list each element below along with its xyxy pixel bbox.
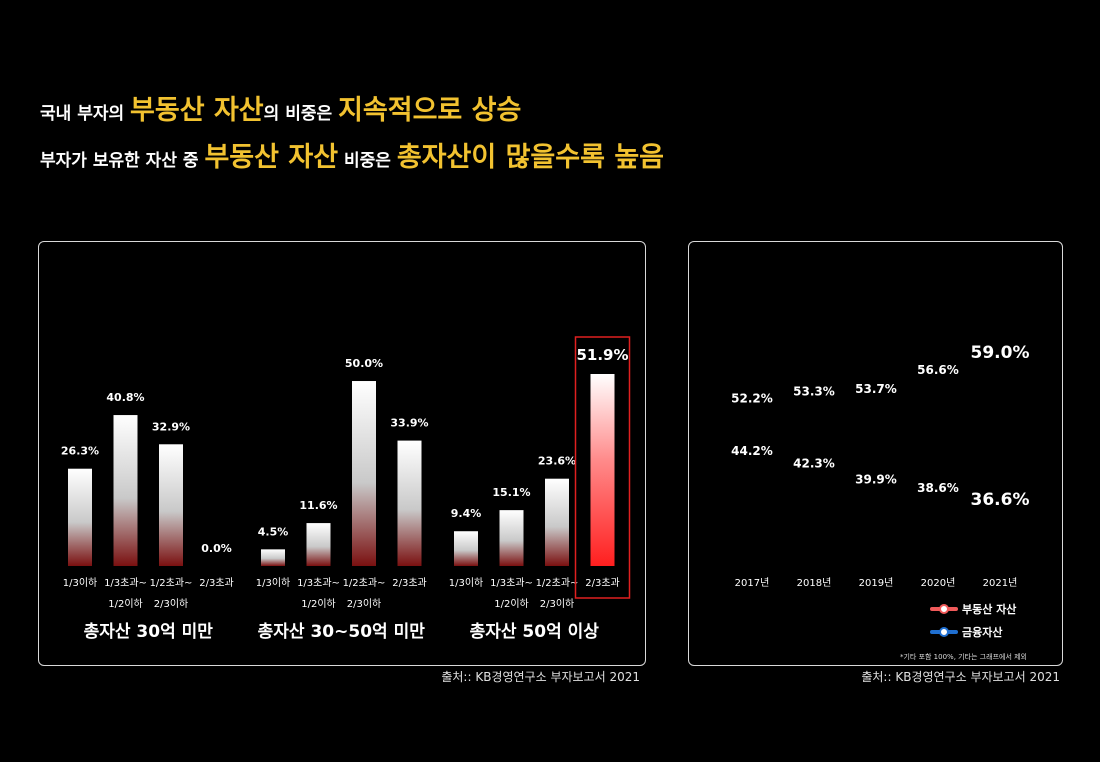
category-tick-label: 1/3이하 <box>63 576 98 589</box>
line-point-label: 44.2% <box>731 444 773 458</box>
category-tick-label: 1/2초과~ <box>536 577 579 589</box>
category-tick-label: 2/3초과 <box>392 577 427 589</box>
bar <box>113 415 138 566</box>
line-point-label: 36.6% <box>971 490 1030 510</box>
headline-segment: 부동산 자산 <box>130 95 264 126</box>
highlight-box <box>574 336 631 599</box>
headline-line-2: 부자가 보유한 자산 중 부동산 자산 비중은 총자산이 많을수록 높음 <box>40 135 664 174</box>
category-tick-label: 2/3이하 <box>540 597 575 610</box>
headline-segment: 부동산 자산 <box>204 142 339 173</box>
bar <box>306 523 331 566</box>
line-point-label: 56.6% <box>917 363 959 377</box>
line-point-label: 53.7% <box>855 382 897 396</box>
bar <box>352 381 376 566</box>
bar <box>499 510 524 566</box>
year-tick-label: 2018년 <box>797 577 832 589</box>
line-point-label: 53.3% <box>793 384 835 398</box>
bar-value-label: 51.9% <box>576 346 628 364</box>
bar-value-label: 4.5% <box>258 525 289 538</box>
line-point-label: 52.2% <box>731 392 773 406</box>
bar-value-label: 26.3% <box>61 445 99 458</box>
year-tick-label: 2017년 <box>735 577 770 589</box>
category-tick-label: 1/2이하 <box>494 597 529 610</box>
category-tick-label: 1/3초과~ <box>297 577 340 589</box>
bar-value-label: 40.8% <box>106 391 144 404</box>
category-tick-label: 2/3초과 <box>585 577 620 589</box>
category-tick-label: 1/3초과~ <box>104 577 147 589</box>
category-tick-label: 1/2이하 <box>301 597 336 610</box>
group-label: 총자산 50억 이상 <box>470 622 600 642</box>
category-tick-label: 1/2이하 <box>108 597 143 610</box>
category-tick-label: 1/2초과~ <box>343 577 386 589</box>
category-tick-label: 1/2초과~ <box>150 577 193 589</box>
line-point-label: 59.0% <box>971 343 1030 363</box>
group-label: 총자산 30억 미만 <box>84 622 214 642</box>
bar-value-label: 9.4% <box>451 507 482 520</box>
line-point-label: 38.6% <box>917 481 959 495</box>
bar-value-label: 23.6% <box>538 455 576 468</box>
category-tick-label: 2/3이하 <box>347 597 382 610</box>
headline-line-1: 국내 부자의 부동산 자산의 비중은 지속적으로 상승 <box>40 88 521 127</box>
source-note-right: 출처:: KB경영연구소 부자보고서 2021 <box>861 670 1060 684</box>
bar-value-label: 33.9% <box>390 417 428 430</box>
legend-label: 금융자산 <box>962 625 1002 639</box>
headline-segment: 비중은 <box>338 151 397 171</box>
line-point-label: 39.9% <box>855 472 897 486</box>
bar <box>68 468 92 566</box>
bar <box>590 374 615 566</box>
bar-value-label: 50.0% <box>345 357 383 370</box>
headline-segment: 의 비중은 <box>263 104 339 124</box>
bar-chart-panel <box>38 241 646 666</box>
bar <box>159 444 183 566</box>
bar <box>397 440 422 566</box>
category-tick-label: 2/3이하 <box>154 597 189 610</box>
source-note-left: 출처:: KB경영연구소 부자보고서 2021 <box>441 670 640 684</box>
line-point-label: 42.3% <box>793 457 835 471</box>
category-tick-label: 1/3초과~ <box>490 577 533 589</box>
year-tick-label: 2021년 <box>983 577 1018 589</box>
headline-segment: 총자산이 많을수록 높음 <box>396 142 665 173</box>
bar-value-label: 11.6% <box>299 499 337 512</box>
legend-label: 부동산 자산 <box>962 602 1016 616</box>
bar <box>261 549 285 566</box>
headline-segment: 국내 부자의 <box>40 104 131 124</box>
footnote: *기타 포함 100%, 기타는 그래프에서 제외 <box>900 652 1027 661</box>
bar <box>545 478 569 566</box>
bar-value-label: 0.0% <box>201 542 232 555</box>
legend-marker <box>939 604 949 614</box>
category-tick-label: 1/3이하 <box>449 576 484 589</box>
headline-segment: 지속적으로 상승 <box>338 95 522 126</box>
bar-value-label: 15.1% <box>492 486 530 499</box>
line-chart-panel <box>688 241 1063 666</box>
category-tick-label: 2/3초과 <box>199 577 234 589</box>
group-label: 총자산 30~50억 미만 <box>258 622 426 642</box>
legend-marker <box>939 627 949 637</box>
headline-segment: 부자가 보유한 자산 중 <box>40 151 205 171</box>
year-tick-label: 2019년 <box>859 577 894 589</box>
bar <box>454 531 478 566</box>
bar-value-label: 32.9% <box>152 420 190 433</box>
year-tick-label: 2020년 <box>921 577 956 589</box>
category-tick-label: 1/3이하 <box>256 576 291 589</box>
